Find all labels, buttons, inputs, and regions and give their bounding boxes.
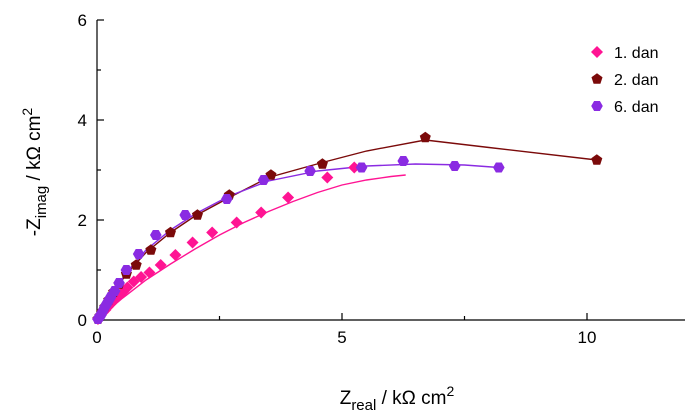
y-axis-title-sub: imag [33, 186, 50, 219]
y-axis-title-sup: 2 [19, 108, 35, 116]
fit-line-series-1 [96, 174, 406, 321]
legend-marker-series-2 [591, 73, 603, 84]
x-tick-label: 0 [92, 328, 101, 347]
x-tick-label: 5 [337, 328, 346, 347]
data-point-series-3 [108, 285, 121, 297]
data-point-series-2 [145, 244, 157, 255]
data-point-series-3 [150, 229, 162, 241]
legend-marker-series-3 [591, 100, 603, 112]
data-point-series-1 [206, 226, 219, 239]
y-tick-label: 4 [78, 111, 87, 130]
data-point-series-2 [591, 154, 603, 165]
data-point-series-3 [355, 162, 368, 173]
data-point-series-1 [154, 259, 167, 271]
legend-label-series-2: 2. dan [614, 72, 658, 89]
data-point-series-1 [143, 266, 156, 279]
data-point-series-1 [169, 249, 182, 261]
data-point-series-3 [120, 264, 133, 276]
data-point-series-1 [282, 191, 295, 204]
y-axis-title-unit: / kΩ cm [24, 116, 45, 186]
x-axis-title-main: Z [340, 388, 352, 409]
legend-label-series-1: 1. dan [614, 45, 658, 62]
y-tick-label: 0 [78, 311, 87, 330]
data-point-series-1 [230, 216, 243, 229]
x-axis-title: Zreal / kΩ cm2 [340, 383, 455, 414]
data-point-series-2 [316, 158, 328, 169]
data-point-series-2 [130, 259, 142, 270]
data-point-series-2 [265, 169, 277, 180]
data-point-series-1 [121, 281, 134, 294]
data-point-series-3 [493, 162, 505, 173]
data-point-series-1 [321, 171, 334, 184]
y-axis-title-main: -Z [24, 218, 45, 236]
data-point-series-1 [135, 271, 148, 283]
x-axis-title-sup: 2 [446, 383, 454, 399]
x-tick-label: 10 [578, 328, 597, 347]
data-point-series-3 [113, 277, 125, 289]
data-point-series-3 [397, 155, 410, 167]
fit-line-series-3 [96, 163, 499, 321]
axes: 0 5 10 0 2 4 6 [78, 11, 685, 347]
data-point-series-1 [255, 206, 268, 219]
data-point-series-2 [419, 131, 431, 143]
data-point-series-3 [304, 165, 316, 177]
data-point-series-3 [221, 193, 233, 205]
data-point-series-3 [448, 160, 461, 172]
data-point-series-3 [179, 209, 191, 221]
data-point-series-2 [164, 226, 177, 238]
data-point-series-1 [348, 161, 361, 174]
legend-label-series-3: 6. dan [614, 99, 658, 116]
data-point-series-3 [132, 248, 145, 260]
data-point-series-2 [191, 209, 203, 220]
x-axis-title-unit: / kΩ cm [376, 388, 446, 409]
legend: 1. dan 2. dan 6. dan [591, 45, 658, 116]
y-tick-label: 6 [78, 11, 87, 30]
legend-marker-series-1 [591, 46, 603, 58]
data-point-series-1 [186, 236, 199, 249]
y-axis-title: -Zimag / kΩ cm2 [19, 108, 50, 237]
y-tick-label: 2 [78, 211, 87, 230]
x-axis-title-sub: real [351, 397, 376, 414]
data-points [91, 131, 603, 325]
data-point-series-3 [257, 174, 270, 186]
